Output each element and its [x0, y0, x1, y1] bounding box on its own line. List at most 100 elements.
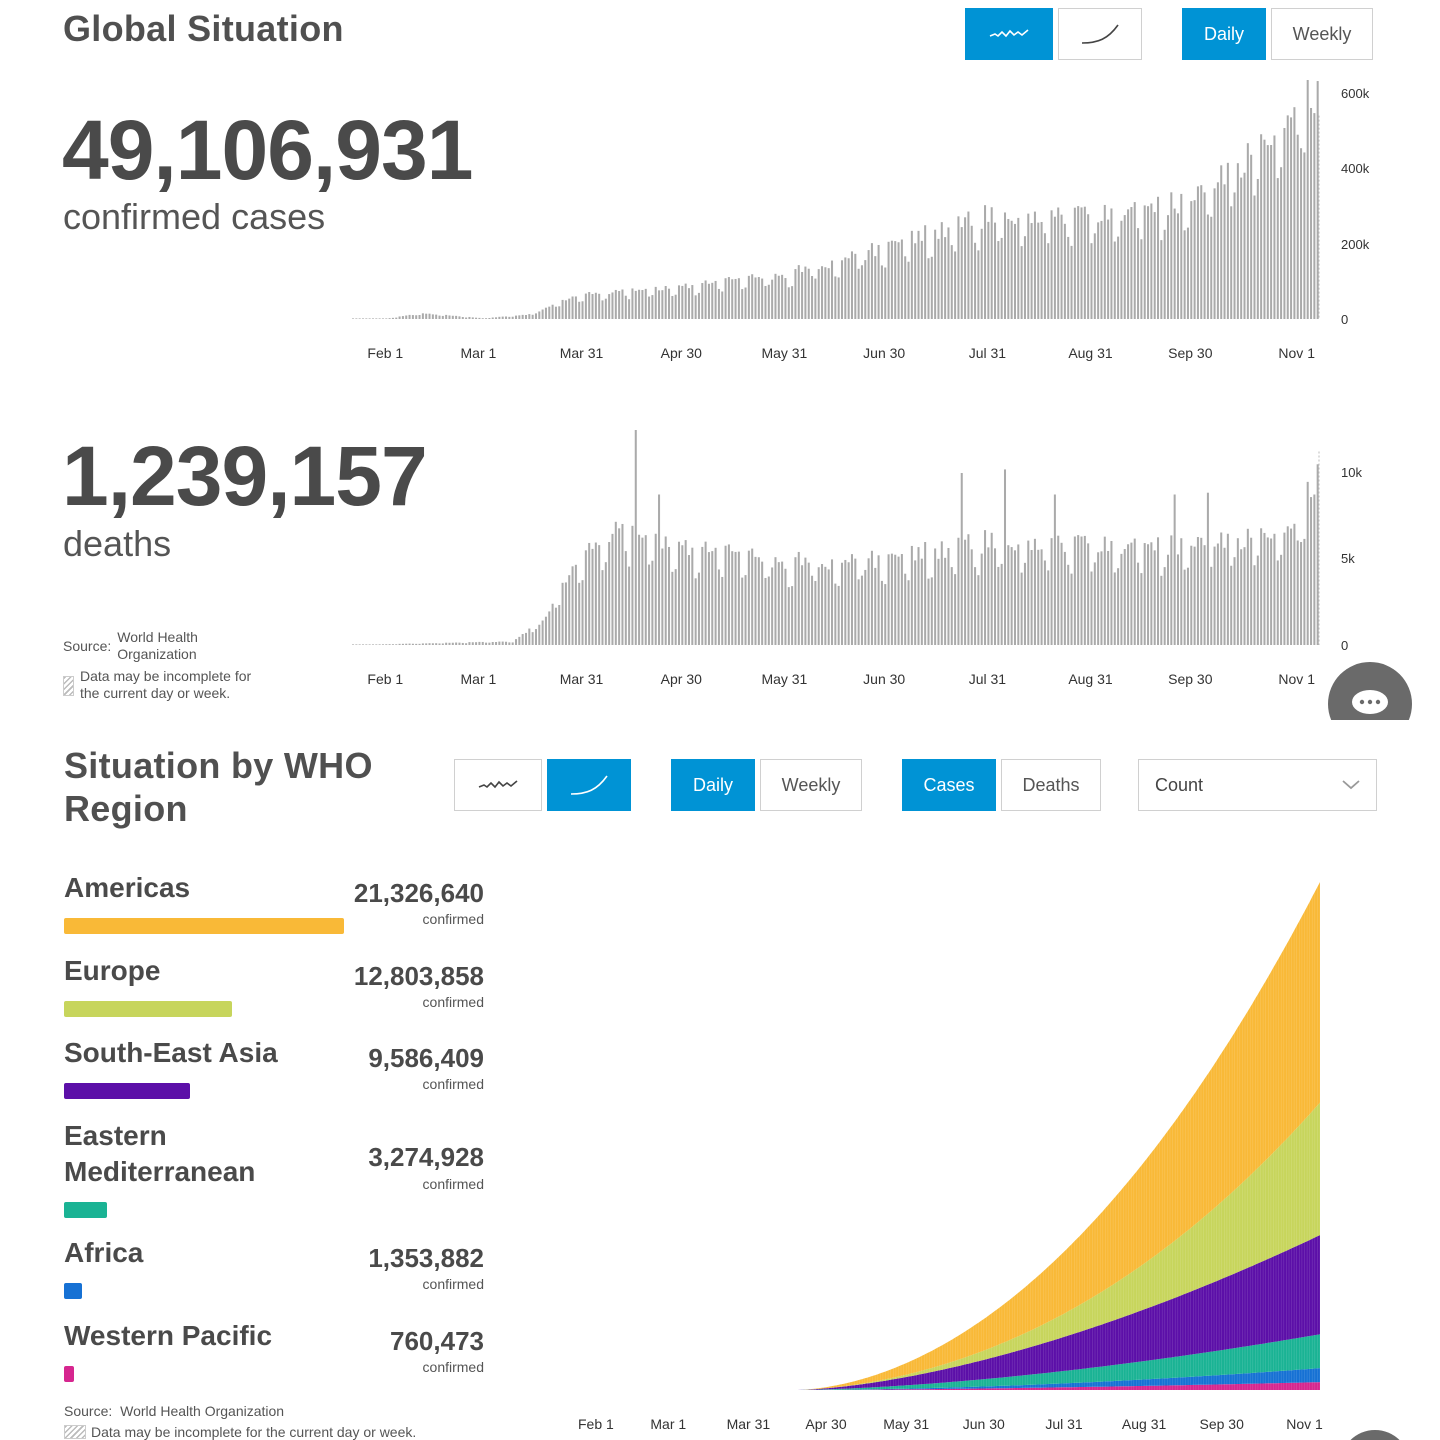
- daily-bar: [594, 542, 597, 645]
- region-confirmed-label: confirmed: [422, 994, 484, 1010]
- daily-bar: [1286, 526, 1289, 645]
- daily-bar: [1226, 533, 1229, 645]
- daily-bar: [1113, 241, 1116, 319]
- daily-bar: [1043, 233, 1046, 319]
- daily-bar: [847, 562, 850, 645]
- daily-bar: [1216, 182, 1219, 319]
- region-row[interactable]: Africa 1,353,882 confirmed: [64, 1235, 494, 1299]
- region-row[interactable]: Europe 12,803,858 confirmed: [64, 953, 494, 1017]
- daily-bar: [408, 314, 411, 319]
- daily-bar: [701, 546, 704, 645]
- daily-bar: [534, 629, 537, 645]
- daily-bar: [807, 268, 810, 319]
- daily-bar: [1296, 540, 1299, 645]
- x-tick-label: Apr 30: [805, 1416, 846, 1432]
- daily-bar: [950, 567, 953, 645]
- daily-bar: [677, 541, 681, 645]
- daily-bar: [478, 641, 481, 645]
- daily-bar: [884, 584, 887, 645]
- daily-bar: [1050, 210, 1053, 319]
- daily-cases-chart: 600k 400k 200k 0 Feb 1 Mar 1 Mar 31 Apr 30 May 3…: [352, 80, 1370, 361]
- daily-bar: [1067, 564, 1070, 645]
- daily-bar: [471, 642, 474, 645]
- daily-view-button[interactable]: [965, 8, 1053, 60]
- daily-bar: [707, 552, 710, 645]
- daily-bar: [1250, 537, 1253, 645]
- daily-bar: [1266, 537, 1269, 645]
- daily-bar: [1037, 549, 1040, 645]
- daily-bar: [1033, 211, 1036, 319]
- x-tick-label: Mar 31: [560, 345, 604, 361]
- deaths-button[interactable]: Deaths: [1001, 759, 1101, 811]
- daily-bar: [1057, 535, 1060, 645]
- daily-bar: [568, 575, 571, 645]
- daily-bar: [1130, 542, 1133, 645]
- daily-bar: [927, 578, 930, 645]
- daily-bar: [1150, 542, 1153, 645]
- daily-bar: [887, 554, 890, 645]
- region-row[interactable]: Americas 21,326,640 confirmed: [64, 870, 494, 934]
- daily-bar: [418, 315, 421, 319]
- daily-bar: [681, 545, 684, 645]
- daily-bar: [724, 545, 727, 645]
- daily-bar: [691, 547, 694, 645]
- daily-bar: [924, 542, 927, 645]
- daily-bar: [544, 616, 547, 645]
- cumulative-view-button[interactable]: [547, 759, 631, 811]
- daily-bar: [787, 287, 790, 319]
- daily-bar: [1073, 536, 1076, 645]
- daily-deaths-chart: 10k 5k 0 Feb 1 Mar 1 Mar 31 Apr 30 May 31 Jun 30…: [352, 430, 1362, 687]
- daily-bar: [1206, 214, 1209, 319]
- region-row[interactable]: South-East Asia 9,586,409 confirmed: [64, 1035, 494, 1099]
- x-tick-label: Nov 1: [1286, 1416, 1323, 1432]
- daily-bar: [1017, 544, 1020, 645]
- chat-button[interactable]: [1328, 662, 1412, 720]
- daily-bar: [1010, 547, 1013, 645]
- daily-bar: [381, 318, 384, 319]
- daily-bar: [391, 644, 394, 645]
- daily-bar: [441, 643, 444, 645]
- daily-bar: [648, 296, 651, 319]
- daily-bar: [598, 545, 601, 645]
- chat-button-secondary[interactable]: [1340, 1430, 1410, 1440]
- daily-bar: [391, 317, 394, 319]
- daily-view-button[interactable]: [454, 759, 542, 811]
- daily-bar: [554, 306, 557, 319]
- region-row[interactable]: Eastern Mediterranean 3,274,928 confirmed: [64, 1118, 494, 1218]
- daily-bar: [588, 542, 591, 645]
- daily-bar: [461, 317, 464, 319]
- region-share-bar: [64, 1001, 233, 1017]
- daily-bar: [368, 318, 371, 319]
- daily-bar: [561, 582, 564, 645]
- daily-bar: [608, 542, 611, 645]
- daily-bar: [668, 546, 671, 645]
- daily-bar: [644, 535, 647, 645]
- weekly-button[interactable]: Weekly: [1271, 8, 1373, 60]
- daily-bar: [717, 288, 720, 319]
- daily-bar: [867, 558, 870, 645]
- measure-select[interactable]: Count: [1138, 759, 1377, 811]
- daily-bar: [481, 641, 484, 645]
- weekly-button[interactable]: Weekly: [760, 759, 862, 811]
- daily-bar: [987, 221, 990, 319]
- daily-bar: [505, 641, 508, 645]
- region-row[interactable]: Western Pacific 760,473 confirmed: [64, 1318, 494, 1382]
- x-tick-label: Feb 1: [578, 1416, 614, 1432]
- daily-bar: [734, 551, 737, 645]
- daily-bar: [405, 643, 408, 645]
- daily-bar: [1166, 215, 1170, 319]
- x-tick-label: Aug 31: [1068, 345, 1113, 361]
- daily-button[interactable]: Daily: [671, 759, 755, 811]
- region-share-bar: [64, 918, 344, 934]
- daily-bar: [1080, 536, 1083, 645]
- daily-bar: [907, 261, 910, 319]
- hatch-legend-icon: [64, 1425, 86, 1439]
- daily-button[interactable]: Daily: [1182, 8, 1266, 60]
- daily-bar: [1060, 214, 1063, 319]
- daily-bar: [1060, 542, 1063, 645]
- daily-bar: [1087, 543, 1090, 645]
- cases-button[interactable]: Cases: [902, 759, 996, 811]
- daily-bar: [894, 554, 897, 645]
- daily-bar: [1137, 228, 1140, 319]
- cumulative-view-button[interactable]: [1058, 8, 1142, 60]
